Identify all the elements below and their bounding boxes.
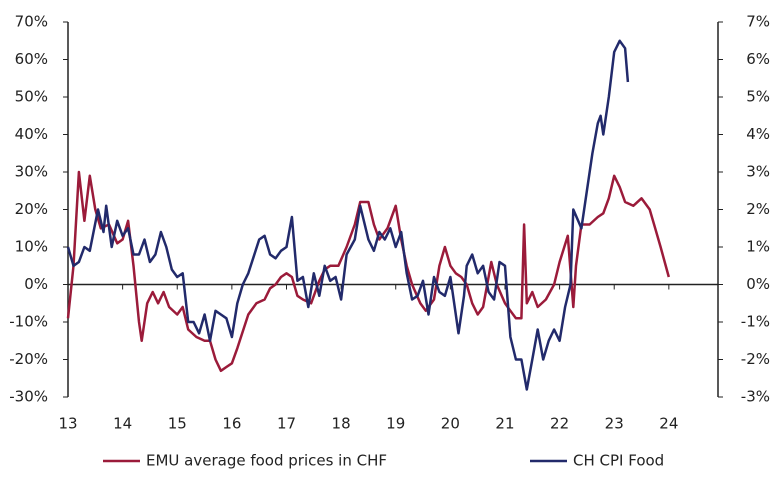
series-line <box>66 170 671 373</box>
y2-tick-label: 1% <box>746 238 770 256</box>
x-tick-label: 18 <box>332 415 351 433</box>
y-tick-label: 70% <box>15 13 48 31</box>
y-tick-label: 20% <box>15 200 48 218</box>
legend-label: EMU average food prices in CHF <box>146 452 387 470</box>
y-tick-label: 60% <box>15 50 48 68</box>
x-tick-label: 16 <box>222 415 241 433</box>
y-tick-label: 0% <box>24 275 48 293</box>
y2-tick-label: 4% <box>746 125 770 143</box>
x-tick-label: 14 <box>113 415 132 433</box>
y2-tick-label: 3% <box>746 163 770 181</box>
x-tick-label: 15 <box>168 415 187 433</box>
y2-tick-label: 7% <box>746 13 770 31</box>
x-tick-label: 13 <box>58 415 77 433</box>
y-tick-label: 50% <box>15 88 48 106</box>
y2-tick-label: -3% <box>741 388 770 406</box>
x-tick-label: 22 <box>550 415 569 433</box>
y-tick-label: -10% <box>9 313 48 331</box>
x-tick-label: 19 <box>386 415 405 433</box>
y2-tick-label: 5% <box>746 88 770 106</box>
x-tick-label: 17 <box>277 415 296 433</box>
x-tick-label: 21 <box>495 415 514 433</box>
legend-label: CH CPI Food <box>573 452 664 470</box>
y-tick-label: 30% <box>15 163 48 181</box>
y2-tick-label: -1% <box>741 313 770 331</box>
y-tick-label: -20% <box>9 350 48 368</box>
x-tick-label: 20 <box>441 415 460 433</box>
y-tick-label: 10% <box>15 238 48 256</box>
x-tick-label: 23 <box>605 415 624 433</box>
y2-tick-label: 2% <box>746 200 770 218</box>
y-tick-label: 40% <box>15 125 48 143</box>
y2-tick-label: -2% <box>741 350 770 368</box>
x-tick-label: 24 <box>659 415 678 433</box>
series-line <box>66 39 630 391</box>
y2-tick-label: 0% <box>746 275 770 293</box>
y-tick-label: -30% <box>9 388 48 406</box>
y2-tick-label: 6% <box>746 50 770 68</box>
